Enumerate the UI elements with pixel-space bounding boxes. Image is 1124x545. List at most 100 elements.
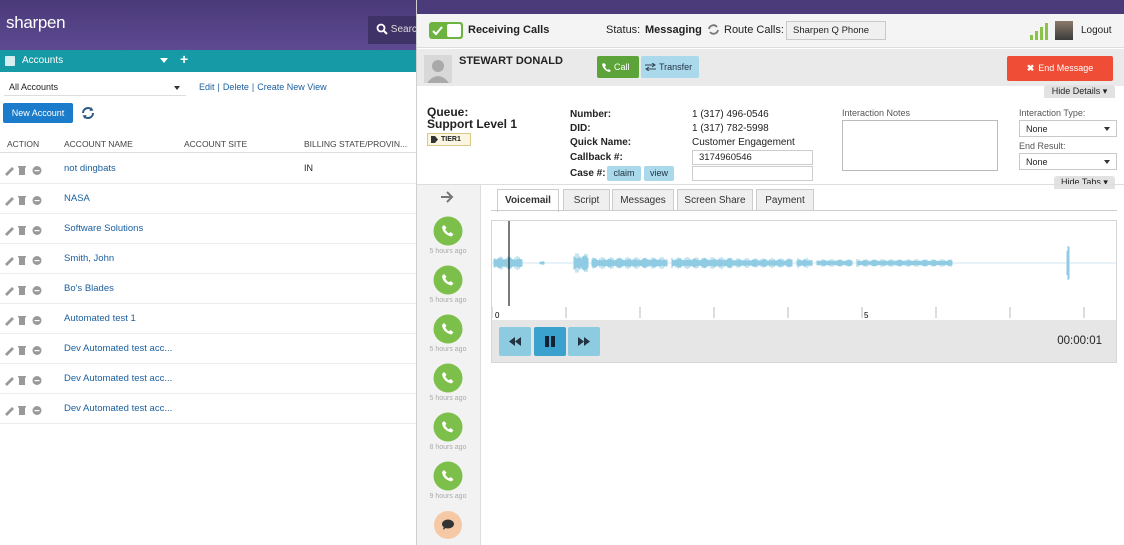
view-link[interactable]: Create New View [257, 82, 327, 92]
status-value[interactable]: Messaging [645, 24, 702, 36]
account-name[interactable]: Software Solutions [64, 223, 144, 234]
tab[interactable]: Payment [756, 189, 814, 211]
top-strip [417, 0, 1124, 14]
logout[interactable]: Logout [1081, 25, 1112, 36]
interaction-type-label: Interaction Type: [1019, 108, 1086, 118]
transfer-button[interactable]: Transfer [641, 56, 699, 78]
field-label: Number: [570, 109, 612, 120]
status-label: Status: [606, 24, 641, 36]
row-actions[interactable] [4, 314, 44, 326]
row-actions[interactable] [4, 194, 44, 206]
hide-tabs-text: Hide Tabs [1061, 177, 1101, 187]
forward-button[interactable] [568, 327, 600, 356]
notes-label: Interaction Notes [842, 108, 911, 118]
view-link[interactable]: Edit [199, 82, 215, 92]
call-history-item[interactable] [433, 461, 463, 491]
logo: sharpen [6, 13, 66, 32]
add-button[interactable]: + [180, 51, 189, 67]
case-input[interactable] [692, 166, 813, 181]
account-name[interactable]: Dev Automated test acc... [64, 403, 173, 414]
caret [1104, 159, 1110, 164]
end-message-button[interactable]: ✖ End Message [1007, 56, 1113, 81]
chat-history-item[interactable] [434, 511, 462, 539]
tab[interactable]: Script [563, 189, 610, 211]
rewind-button[interactable] [499, 327, 531, 356]
call-history-item[interactable] [433, 363, 463, 393]
account-row: Dev Automated test acc... [0, 394, 416, 424]
end-result-select[interactable]: None [1019, 153, 1117, 170]
call-history-item[interactable] [433, 314, 463, 344]
claim-button[interactable]: claim [607, 166, 641, 181]
tier-text: TIER1 [441, 136, 461, 143]
tab[interactable]: Screen Share [677, 189, 753, 211]
view-link[interactable]: | [251, 82, 255, 92]
tab[interactable]: Messages [612, 189, 674, 211]
view-select-text: All Accounts [9, 82, 59, 92]
account-name[interactable]: Smith, John [64, 253, 115, 264]
account-name[interactable]: not dingbats [64, 163, 116, 174]
table-header: ACTION ACCOUNT NAME ACCOUNT SITE BILLING ST… [0, 133, 416, 153]
view-link[interactable]: Delete [222, 82, 249, 92]
user-avatar[interactable] [1055, 21, 1073, 40]
new-account-button[interactable]: New Account [3, 103, 73, 123]
account-name[interactable]: Dev Automated test acc... [64, 343, 173, 354]
collapse-arrow[interactable] [441, 191, 455, 203]
notes-textarea[interactable] [842, 120, 998, 171]
view-button[interactable]: view [644, 166, 674, 181]
row-actions[interactable] [4, 374, 44, 386]
history-time: 5 hours ago [429, 248, 467, 255]
call-history-item[interactable] [433, 412, 463, 442]
call-history-item[interactable] [433, 265, 463, 295]
billing-state: IN [304, 163, 313, 173]
receiving-label: Receiving Calls [468, 24, 550, 36]
column-header: BILLING STATE/PROVIN... [304, 139, 408, 149]
history-time: 5 hours ago [429, 297, 467, 304]
row-actions[interactable] [4, 344, 44, 356]
interaction-type-value: None [1026, 124, 1048, 134]
caret [1104, 126, 1110, 131]
receiving-toggle[interactable] [429, 22, 463, 39]
account-row: Bo's Blades [0, 274, 416, 304]
callback-input[interactable]: 3174960546 [692, 150, 813, 165]
signal-icon [1030, 23, 1048, 40]
accounts-bar [0, 50, 416, 72]
account-name[interactable]: NASA [64, 193, 90, 204]
accounts-icon [5, 56, 15, 66]
call-history-item[interactable] [433, 216, 463, 246]
view-link[interactable]: | [217, 82, 220, 92]
tab[interactable]: Voicemail [497, 189, 559, 212]
accounts-menu[interactable] [160, 58, 168, 63]
pause-button[interactable] [534, 327, 566, 356]
field-value: 1 (317) 496-0546 [692, 109, 769, 120]
section-divider [417, 184, 1124, 185]
account-name[interactable]: Automated test 1 [64, 313, 136, 324]
row-actions[interactable] [4, 404, 44, 416]
field-label: Case #: [570, 168, 606, 179]
view-select[interactable]: All Accounts [4, 81, 186, 96]
hide-tabs[interactable]: Hide Tabs ▾ [1054, 176, 1115, 189]
player [491, 220, 1117, 363]
timeline-label: 0 [495, 311, 500, 320]
end-result-value: None [1026, 157, 1048, 167]
hide-details[interactable]: Hide Details ▾ [1044, 85, 1115, 98]
row-actions[interactable] [4, 224, 44, 236]
search-box[interactable]: Search [368, 16, 416, 44]
field-label: Quick Name: [570, 137, 632, 148]
account-name[interactable]: Dev Automated test acc... [64, 373, 173, 384]
search-text: Search [390, 24, 416, 35]
call-button[interactable]: Call [597, 56, 639, 78]
account-name[interactable]: Bo's Blades [64, 283, 114, 294]
row-actions[interactable] [4, 164, 44, 176]
account-row: Software Solutions [0, 214, 416, 244]
contact-name: STEWART DONALD [459, 55, 563, 67]
interaction-type-select[interactable]: None [1019, 120, 1117, 137]
row-actions[interactable] [4, 254, 44, 266]
accounts-title: Accounts [22, 55, 64, 66]
refresh-button[interactable] [80, 105, 96, 121]
player-time: 00:00:01 [1057, 335, 1102, 347]
app-header [0, 0, 416, 50]
column-header: ACCOUNT SITE [184, 139, 248, 149]
route-select[interactable]: Sharpen Q Phone [786, 21, 886, 40]
row-actions[interactable] [4, 284, 44, 296]
